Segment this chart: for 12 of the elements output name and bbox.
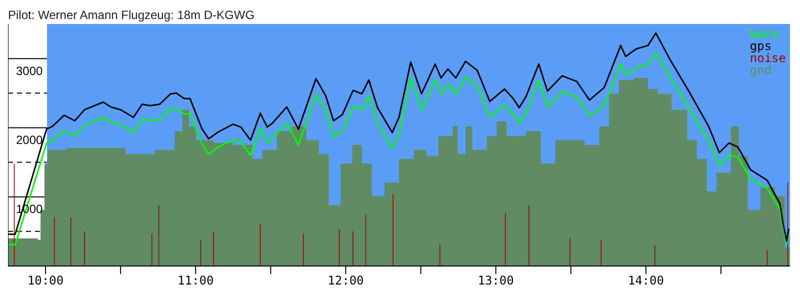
text: baro (748, 27, 788, 41)
y-tick-label: 2000 (16, 132, 44, 147)
x-tick-label: 10:00 (27, 274, 64, 288)
x-tick-label: 12:00 (328, 274, 364, 288)
text: gps (748, 39, 788, 53)
y-tick-label: 3000 (16, 64, 44, 78)
x-tick-label: 14:00 (628, 274, 664, 288)
x-tick-label: 11:00 (178, 274, 214, 288)
chart-title: Pilot: Werner Amann Flugzeug: 18m D-KGWG (8, 8, 255, 22)
text: noise (748, 51, 788, 65)
text: gnd (748, 63, 788, 77)
x-tick-label: 13:00 (478, 274, 514, 288)
